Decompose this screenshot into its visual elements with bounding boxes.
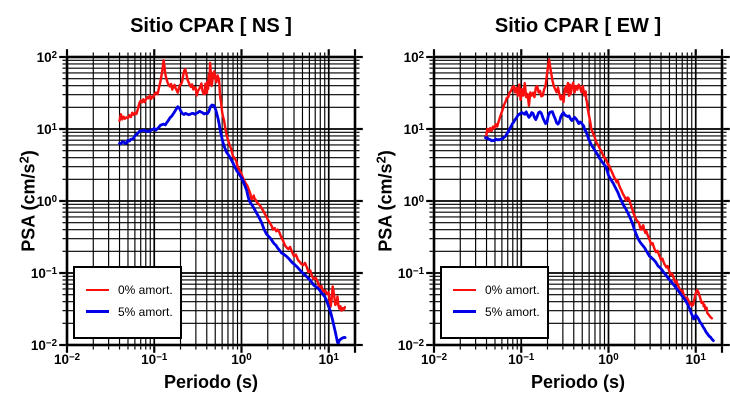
tick-exp: 1 — [700, 351, 706, 363]
tick-base: 10 — [598, 352, 614, 367]
ytick-label: 100 — [0, 193, 57, 210]
tick-exp: −2 — [435, 351, 448, 363]
tick-exp: −1 — [412, 265, 424, 277]
legend-ew: 0% amort. 5% amort. — [440, 266, 549, 339]
tick-exp: −2 — [412, 337, 424, 349]
legend-label-5pct: 5% amort. — [118, 304, 173, 319]
ytick-label: 102 — [0, 49, 57, 66]
tick-base: 10 — [397, 338, 413, 353]
tick-exp: 2 — [51, 49, 57, 61]
legend-label-0pct: 0% amort. — [485, 283, 540, 297]
plot-ew-title: Sitio CPAR [ EW ] — [494, 15, 662, 37]
ytick-label: 10−2 — [0, 337, 57, 354]
plot-frame — [65, 55, 357, 347]
xtick-label: 10−2 — [37, 351, 97, 368]
xtick-label: 10−1 — [124, 351, 184, 368]
plot-ns — [59, 49, 363, 353]
tick-exp: 0 — [613, 351, 619, 363]
xtick-label: 100 — [578, 351, 638, 368]
series-0-amort- — [484, 58, 714, 320]
legend-line-5pct — [453, 310, 476, 313]
xtick-label: 10−1 — [491, 351, 551, 368]
plot-ns-title: Sitio CPAR [ NS ] — [130, 15, 292, 37]
legend-ns: 0% amort. 5% amort. — [73, 266, 182, 339]
tick-exp: 2 — [418, 49, 424, 61]
tick-exp: 0 — [51, 193, 57, 205]
xtick-label: 100 — [211, 351, 271, 368]
tick-exp: −1 — [156, 351, 168, 363]
tick-base: 10 — [403, 122, 419, 137]
tick-base: 10 — [508, 352, 524, 367]
plot-ns-xlabel: Periodo (s) — [163, 372, 258, 392]
xtick-label: 10−2 — [404, 351, 464, 368]
tick-exp: 1 — [418, 121, 424, 133]
xtick-label: 101 — [666, 351, 726, 368]
ytick-label: 102 — [364, 49, 424, 66]
tick-base: 10 — [685, 352, 701, 367]
series-5-amort- — [118, 103, 347, 345]
tick-exp: 1 — [51, 121, 57, 133]
tick-base: 10 — [36, 122, 52, 137]
plot-frame — [432, 55, 724, 347]
tick-base: 10 — [30, 338, 46, 353]
ytick-label: 100 — [364, 193, 424, 210]
tick-exp: 0 — [418, 193, 424, 205]
tick-exp: −1 — [45, 265, 57, 277]
tick-base: 10 — [420, 352, 436, 367]
tick-base: 10 — [403, 194, 419, 209]
ytick-label: 101 — [364, 121, 424, 138]
legend-line-0pct — [453, 288, 476, 292]
tick-exp: 1 — [333, 351, 339, 363]
ytick-label: 10−2 — [364, 337, 424, 354]
xtick-label: 101 — [299, 351, 359, 368]
ytick-label: 101 — [0, 121, 57, 138]
y-axis-title-sup: 2 — [16, 156, 32, 164]
legend-line-5pct — [86, 310, 109, 313]
tick-base: 10 — [141, 352, 157, 367]
series-0-amort- — [118, 59, 347, 312]
y-axis-title-sup: 2 — [373, 156, 389, 164]
tick-exp: −2 — [68, 351, 81, 363]
series-5-amort- — [484, 110, 715, 343]
legend-line-0pct — [86, 288, 109, 292]
ytick-label: 10−1 — [0, 265, 57, 282]
tick-base: 10 — [30, 266, 46, 281]
tick-base: 10 — [36, 194, 52, 209]
plot-ew-xlabel: Periodo (s) — [530, 372, 625, 392]
tick-base: 10 — [231, 352, 247, 367]
tick-base: 10 — [318, 352, 334, 367]
tick-base: 10 — [403, 50, 419, 65]
ytick-label: 10−1 — [364, 265, 424, 282]
tick-base: 10 — [397, 266, 413, 281]
legend-label-0pct: 0% amort. — [118, 283, 173, 297]
tick-exp: −1 — [523, 351, 535, 363]
tick-exp: 0 — [246, 351, 252, 363]
tick-base: 10 — [53, 352, 69, 367]
tick-exp: −2 — [45, 337, 57, 349]
legend-label-5pct: 5% amort. — [485, 304, 540, 319]
tick-base: 10 — [36, 50, 52, 65]
